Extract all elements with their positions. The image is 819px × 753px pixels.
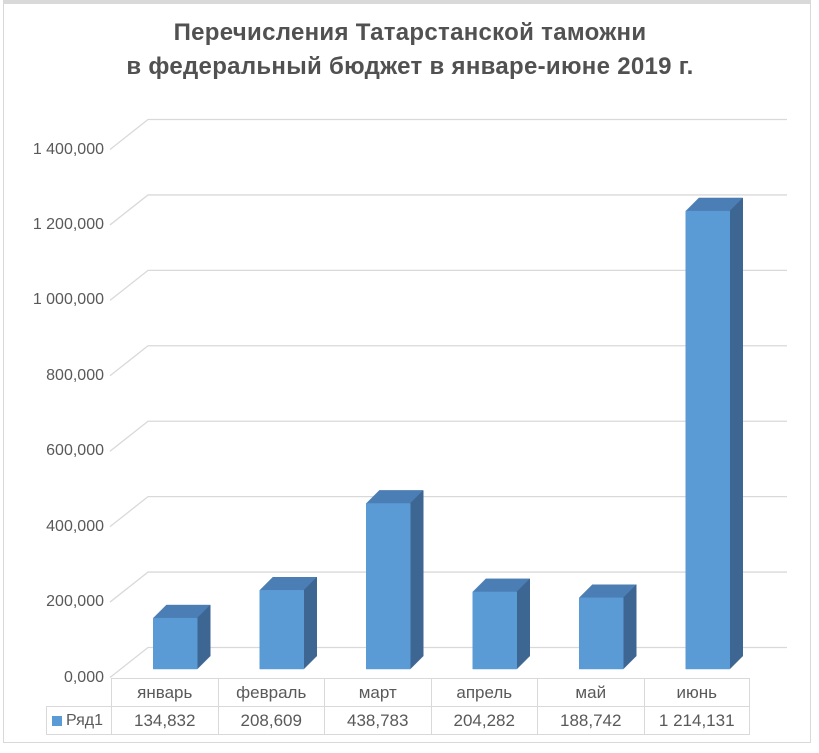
- bar-front-face: [259, 590, 304, 670]
- bar-апрель: [472, 578, 531, 670]
- chart-title: Перечисления Татарстанской таможни в фед…: [30, 16, 790, 84]
- bar-front-face: [472, 591, 517, 670]
- bar-side-face: [410, 489, 424, 670]
- y-axis-tick-label: 1 400,000: [32, 140, 104, 158]
- category-label-апрель: апрель: [430, 678, 537, 706]
- gridline: [109, 495, 787, 528]
- legend-item: Ряд1: [46, 706, 111, 735]
- y-axis-tick-label: 200,000: [46, 593, 104, 611]
- bar-июнь: [685, 197, 744, 670]
- series-marker-icon: [52, 715, 62, 726]
- category-label-февраль: февраль: [217, 678, 324, 706]
- bar-side-face: [516, 578, 530, 670]
- gridline: [109, 420, 787, 452]
- value-cell-май: 188,742: [537, 706, 644, 735]
- bar-front-face: [579, 597, 624, 670]
- y-axis-tick-label: 800,000: [46, 366, 104, 384]
- y-axis-tick-label: 1 000,000: [32, 291, 104, 309]
- y-axis-tick-label: 1 200,000: [32, 215, 104, 233]
- series-name: Ряд1: [66, 711, 104, 729]
- bar-side-face: [729, 197, 743, 670]
- chart-title-line-2: в федеральный бюджет в январе-июне 2019 …: [126, 53, 694, 80]
- value-cell-июнь: 1 214,131: [643, 706, 750, 735]
- bar-front-face: [685, 210, 730, 670]
- bar-март: [365, 489, 424, 670]
- bar-side-face: [623, 584, 637, 670]
- value-cell-апрель: 204,282: [430, 706, 537, 735]
- chart-title-line-1: Перечисления Татарстанской таможни: [173, 19, 647, 46]
- y-axis-tick-label: 0,000: [63, 668, 104, 686]
- bar-январь: [152, 604, 211, 670]
- y-axis-tick-label: 400,000: [46, 517, 104, 535]
- category-label-январь: январь: [111, 678, 218, 706]
- gridline: [109, 571, 787, 603]
- gridline: [109, 345, 787, 377]
- bar-февраль: [259, 576, 318, 670]
- bar-front-face: [153, 617, 198, 670]
- gridline: [109, 118, 787, 151]
- gridline: [109, 646, 787, 679]
- value-cell-январь: 134,832: [111, 706, 218, 735]
- data-table: январь февраль март апрель май июнь Ряд1 134,…: [46, 678, 750, 735]
- category-label-март: март: [324, 678, 431, 706]
- gridline: [109, 269, 787, 301]
- bar-side-face: [303, 576, 317, 670]
- bar-май: [578, 584, 637, 670]
- gridline: [109, 194, 787, 226]
- bar-front-face: [366, 503, 411, 670]
- value-cell-февраль: 208,609: [217, 706, 324, 735]
- y-axis-tick-label: 600,000: [46, 442, 104, 460]
- category-label-июнь: июнь: [643, 678, 750, 706]
- value-cell-март: 438,783: [324, 706, 431, 735]
- table-corner-spacer: [46, 678, 111, 706]
- category-label-май: май: [537, 678, 644, 706]
